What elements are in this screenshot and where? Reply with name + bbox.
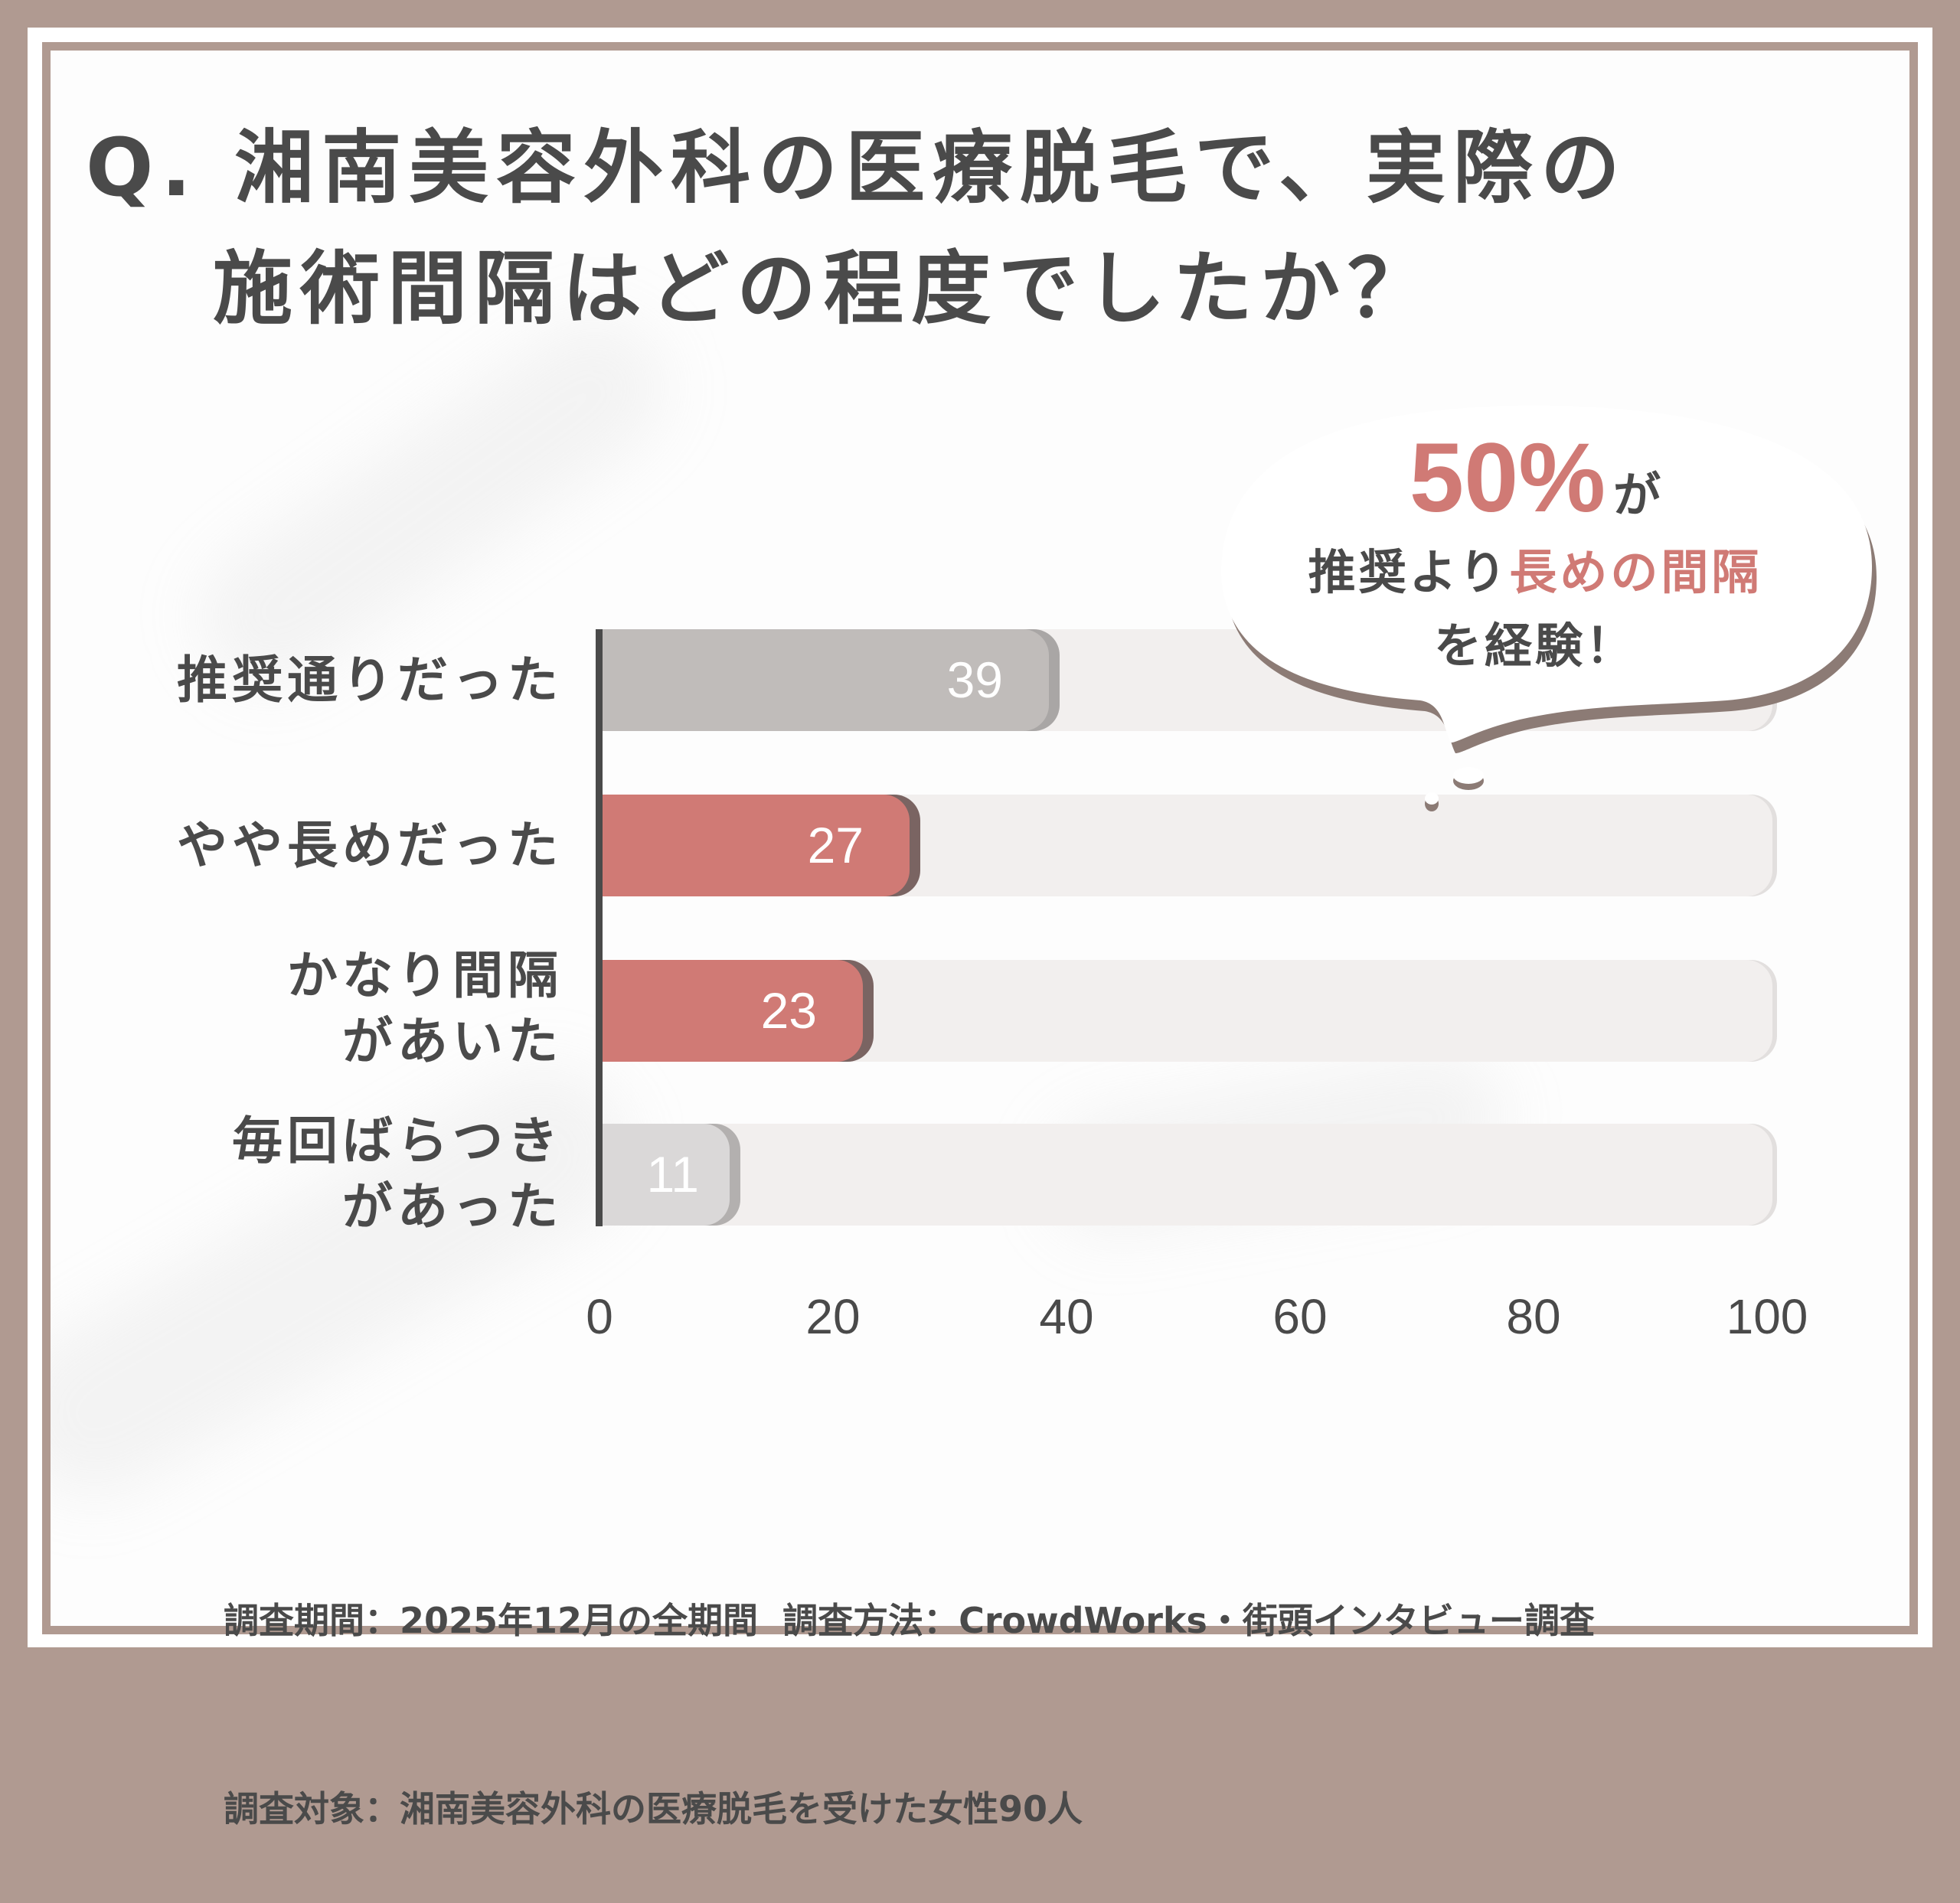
- callout-suffix: が: [1613, 467, 1661, 523]
- x-tick: 80: [1506, 1289, 1561, 1344]
- callout-line-2-accent: 長めの間隔: [1509, 544, 1762, 600]
- x-tick: 60: [1272, 1289, 1328, 1344]
- x-tick: 0: [586, 1289, 613, 1344]
- callout-text: 50% が 推奨より長めの間隔 を経験！: [1191, 421, 1880, 683]
- bar-much-longer: 23: [603, 960, 863, 1062]
- callout-line-2-prefix: 推奨より: [1308, 544, 1510, 600]
- bar-varied: 11: [603, 1124, 730, 1226]
- category-label: 毎回ばらつき があった: [232, 1111, 563, 1236]
- bar-value-label: 39: [946, 651, 1003, 708]
- bar-recommended: 39: [603, 629, 1049, 731]
- callout-percent: 50%: [1409, 423, 1606, 533]
- x-tick: 100: [1726, 1289, 1808, 1344]
- category-label: 推奨通りだった: [177, 651, 563, 710]
- bar-value-label: 11: [646, 1146, 699, 1203]
- bar-track: [603, 1124, 1772, 1226]
- bar-value-label: 27: [807, 817, 864, 873]
- y-axis-line: [596, 629, 603, 1226]
- x-tick: 40: [1039, 1289, 1094, 1344]
- speech-bubble-icon: [1221, 406, 1877, 811]
- page-title: Q. 湘南美容外科の医療脱毛で、実際の 施術間隔はどの程度でしたか？: [86, 107, 1847, 349]
- category-label: かなり間隔 があいた: [287, 946, 563, 1071]
- survey-target: 調査対象：湘南美容外科の医療脱毛を受けた女性90人: [224, 1788, 1083, 1830]
- callout-line-3: を経験！: [1433, 618, 1636, 674]
- title-line-2: 施術間隔はどの程度でしたか？: [213, 242, 1436, 335]
- x-tick: 20: [805, 1289, 861, 1344]
- survey-footnote: 調査期間：2025年12月の全期間 調査方法：CrowdWorks・街頭インタビ…: [224, 1464, 1595, 1903]
- callout-bubble: 50% が 推奨より長めの間隔 を経験！: [1191, 390, 1880, 811]
- bar-slightly-longer: 27: [603, 795, 910, 896]
- bar-value-label: 23: [760, 982, 817, 1039]
- category-label: やや長めだった: [177, 816, 563, 875]
- survey-period-method: 調査期間：2025年12月の全期間 調査方法：CrowdWorks・街頭インタビ…: [224, 1600, 1595, 1641]
- title-line-1: Q. 湘南美容外科の医療脱毛で、実際の: [86, 121, 1628, 214]
- callout-line-2: 推奨より長めの間隔: [1191, 536, 1880, 609]
